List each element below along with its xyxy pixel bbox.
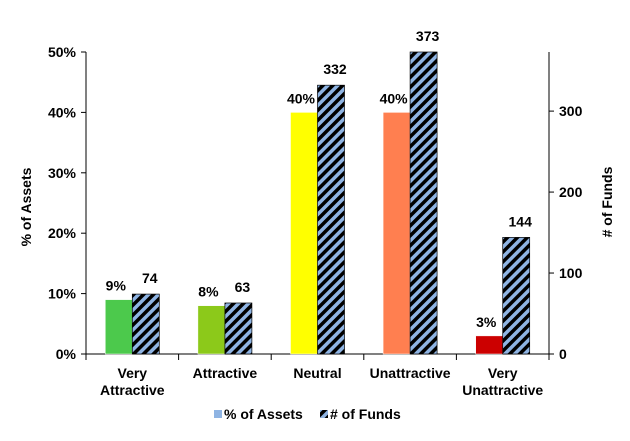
data-label-funds: 63 xyxy=(235,279,251,295)
bar-funds xyxy=(224,302,253,355)
bar-funds xyxy=(409,51,438,355)
y-right-tick-label: 300 xyxy=(559,103,583,119)
data-label-assets: 9% xyxy=(106,278,127,294)
y-left-tick-label: 40% xyxy=(48,104,77,120)
legend-swatch-funds xyxy=(320,410,328,418)
x-category-label: Very xyxy=(118,365,148,381)
bar-assets xyxy=(290,112,318,355)
y-left-axis-title: % of Assets xyxy=(18,167,34,246)
y-left-tick-label: 30% xyxy=(48,165,77,181)
y-left-tick-label: 0% xyxy=(56,346,77,362)
x-category-label: Unattractive xyxy=(370,365,451,381)
bar-assets xyxy=(382,112,411,355)
x-category-label: Attractive xyxy=(100,382,165,398)
x-category-label: Neutral xyxy=(293,365,341,381)
legend-label-funds: # of Funds xyxy=(330,406,401,422)
data-labels: 9% 74 8% 63 40% 332 40% 373 3% 144 xyxy=(106,28,532,330)
data-label-funds: 332 xyxy=(323,61,347,77)
x-category-label: Attractive xyxy=(193,365,258,381)
bar-assets xyxy=(475,335,503,355)
legend-label-assets: % of Assets xyxy=(224,406,303,422)
bar-funds xyxy=(317,84,345,355)
x-category-label: Unattractive xyxy=(462,382,543,398)
data-label-funds: 373 xyxy=(416,28,440,44)
data-label-assets: 8% xyxy=(198,284,219,300)
data-label-assets: 40% xyxy=(380,90,409,106)
y-right-axis-title: # of Funds xyxy=(599,166,615,237)
legend-swatch-assets xyxy=(214,410,222,418)
x-category-label: Very xyxy=(488,365,518,381)
data-label-assets: 3% xyxy=(476,314,497,330)
y-left-tick-label: 20% xyxy=(48,225,77,241)
bar-assets xyxy=(197,305,226,355)
data-label-funds: 74 xyxy=(142,270,158,286)
data-label-assets: 40% xyxy=(287,90,316,106)
y-left-tick-label: 50% xyxy=(48,44,77,60)
bars xyxy=(105,51,531,355)
legend: % of Assets # of Funds xyxy=(214,406,401,422)
bar-funds xyxy=(131,293,160,355)
data-label-funds: 144 xyxy=(509,213,533,229)
y-right-tick-label: 100 xyxy=(559,265,583,281)
bar-assets xyxy=(105,299,133,355)
y-left-tick-label: 10% xyxy=(48,286,77,302)
y-right-tick-label: 200 xyxy=(559,184,583,200)
bar-funds xyxy=(502,237,531,355)
y-right-tick-label: 0 xyxy=(559,346,567,362)
axes: 0% 10% 20% 30% 40% 50% 0 100 200 300 % of Assets # … xyxy=(18,44,615,398)
